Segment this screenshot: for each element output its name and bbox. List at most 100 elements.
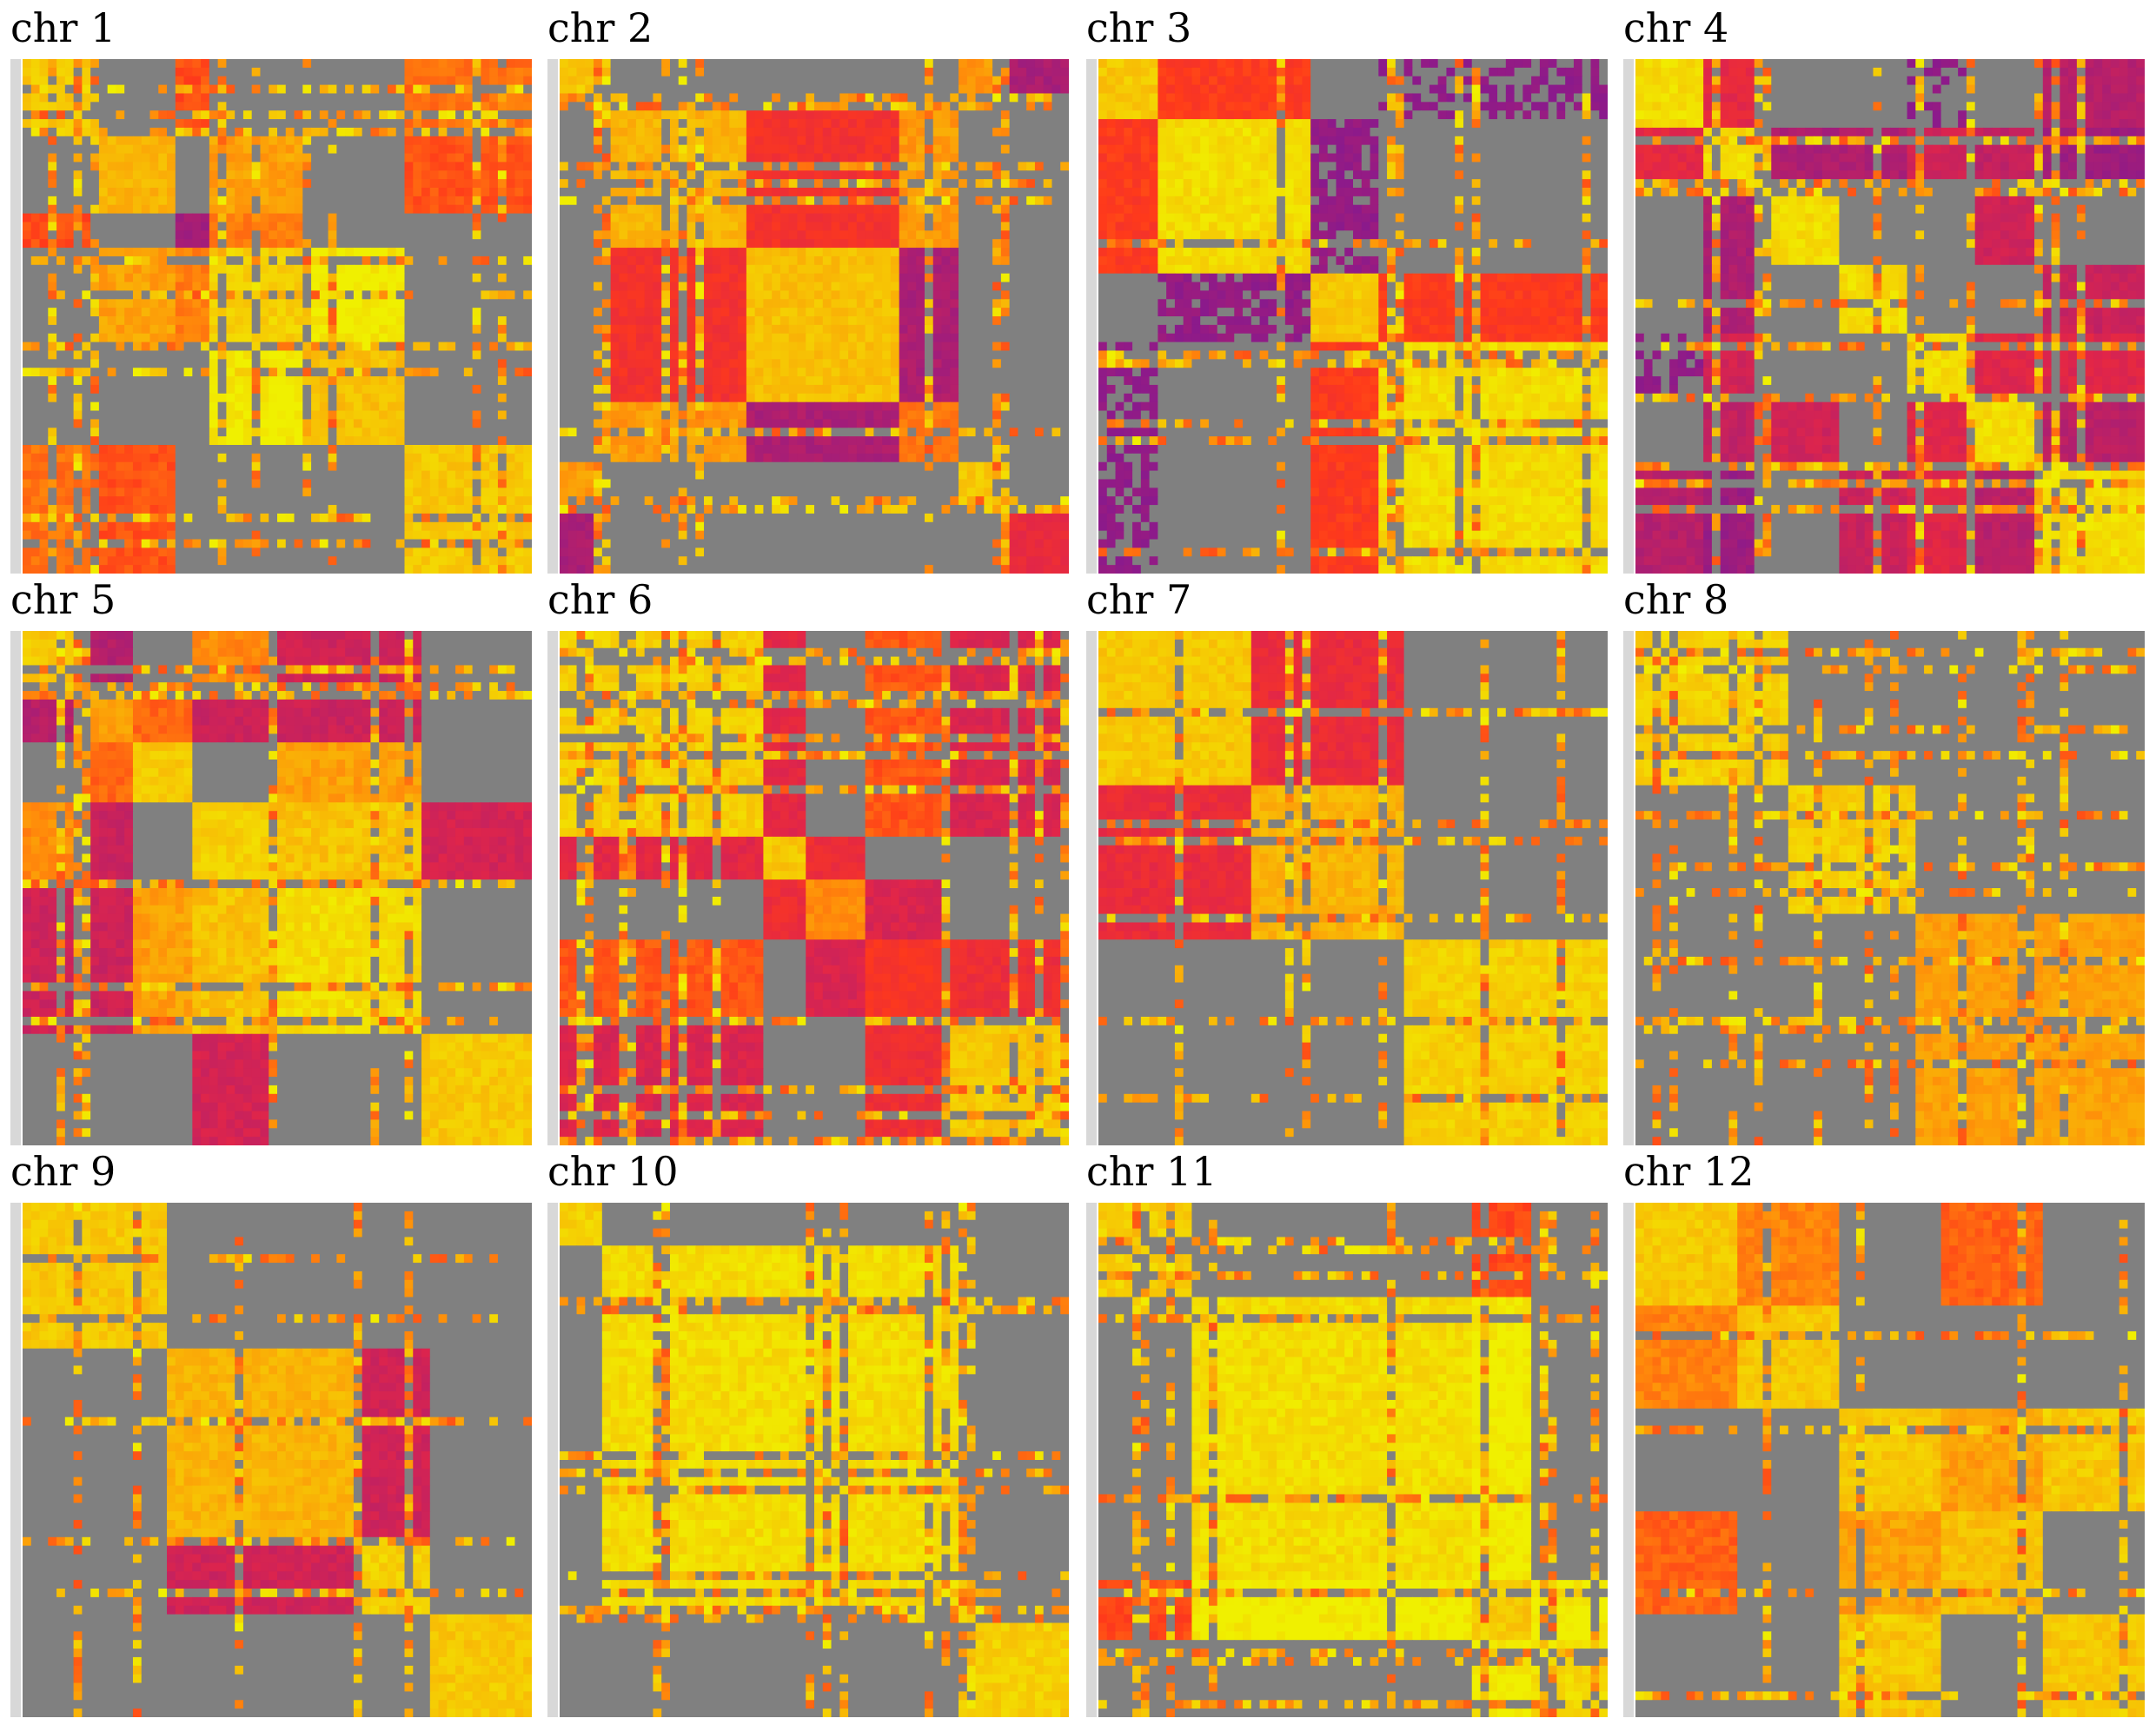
heatmap-cell	[523, 461, 532, 472]
heatmap-cell	[941, 248, 951, 257]
heatmap-cell	[277, 419, 287, 428]
heatmap-cell	[64, 333, 75, 343]
heatmap-cell	[472, 521, 481, 532]
heatmap-cell	[797, 230, 806, 240]
heatmap-cell	[1000, 204, 1011, 215]
heatmap-cell	[992, 230, 1002, 240]
heatmap-cell	[73, 470, 83, 481]
heatmap-cell	[814, 230, 824, 240]
heatmap-cell	[481, 428, 490, 437]
heatmap-cell	[48, 521, 57, 532]
heatmap-cell	[192, 436, 202, 446]
heatmap-cell	[610, 136, 620, 146]
heatmap-cell	[73, 179, 83, 189]
heatmap-cell	[984, 93, 993, 103]
heatmap-cell	[481, 222, 490, 231]
heatmap-cell	[217, 556, 227, 566]
heatmap-cell	[192, 273, 202, 283]
heatmap-cell	[345, 436, 355, 446]
heatmap-cell	[132, 213, 143, 223]
heatmap-cell	[149, 170, 159, 180]
heatmap-cell	[447, 401, 456, 412]
heatmap-cell	[447, 102, 456, 111]
heatmap-cell	[865, 110, 874, 120]
heatmap-cell	[455, 239, 465, 249]
heatmap-cell	[1034, 127, 1045, 137]
heatmap-cell	[472, 530, 481, 541]
heatmap-cell	[167, 436, 176, 446]
heatmap-cell	[1026, 153, 1036, 163]
heatmap-cell	[73, 521, 83, 532]
heatmap-cell	[772, 136, 781, 146]
heatmap-cell	[497, 144, 507, 155]
heatmap-cell	[395, 410, 406, 420]
heatmap-cell	[814, 119, 824, 129]
heatmap-cell	[746, 67, 756, 77]
heatmap-cell	[269, 170, 278, 180]
heatmap-cell	[319, 556, 329, 566]
heatmap-cell	[277, 93, 287, 103]
heatmap-cell	[601, 119, 612, 129]
heatmap-cell	[302, 565, 312, 574]
heatmap-cell	[447, 376, 456, 386]
heatmap-cell	[73, 428, 83, 437]
heatmap-cell	[447, 393, 456, 403]
heatmap-cell	[209, 222, 219, 231]
heatmap-cell	[447, 299, 456, 309]
heatmap-cell	[704, 196, 713, 206]
heatmap-cell	[497, 556, 507, 566]
heatmap-cell	[132, 93, 143, 103]
heatmap-cell	[438, 264, 448, 275]
heatmap-cell	[421, 239, 431, 249]
heatmap-cell	[124, 401, 134, 412]
heatmap-cell	[141, 196, 151, 206]
heatmap-cell	[669, 144, 680, 155]
heatmap-cell	[269, 505, 278, 514]
heatmap-cell	[678, 204, 688, 215]
heatmap-cell	[242, 153, 253, 163]
heatmap-cell	[387, 479, 397, 488]
heatmap-cell	[82, 119, 91, 129]
heatmap-cell	[116, 556, 125, 566]
heatmap-cell	[489, 401, 499, 412]
heatmap-cell	[132, 119, 143, 129]
heatmap-cell	[285, 539, 295, 548]
heatmap-cell	[192, 376, 202, 386]
heatmap-cell	[463, 496, 474, 506]
heatmap-cell	[336, 436, 346, 446]
heatmap-cell	[387, 282, 397, 291]
heatmap-cell	[98, 290, 109, 300]
heatmap-cell	[746, 239, 756, 249]
heatmap-cell	[523, 496, 532, 506]
heatmap-cell	[345, 162, 355, 171]
heatmap-cell	[294, 530, 303, 541]
heatmap-cell	[506, 213, 516, 223]
heatmap-cell	[429, 445, 440, 454]
heatmap-cell	[463, 513, 474, 523]
heatmap-cell	[175, 368, 185, 377]
heatmap-cell	[788, 144, 799, 155]
heatmap-cell	[285, 547, 295, 557]
heatmap-cell	[481, 461, 490, 472]
heatmap-cell	[285, 230, 295, 240]
heatmap-cell	[481, 248, 490, 257]
heatmap-cell	[387, 213, 397, 223]
heatmap-cell	[201, 127, 210, 137]
heatmap-cell	[158, 342, 168, 352]
heatmap-cell	[429, 461, 440, 472]
heatmap-cell	[754, 179, 764, 189]
heatmap-cell	[379, 230, 388, 240]
heatmap-cell	[30, 264, 41, 275]
heatmap-cell	[242, 513, 253, 523]
heatmap-cell	[226, 401, 236, 412]
heatmap-cell	[873, 127, 883, 137]
heatmap-cell	[506, 436, 516, 446]
heatmap-cell	[848, 179, 858, 189]
heatmap-cell	[336, 239, 346, 249]
heatmap-cell	[610, 170, 620, 180]
heatmap-cell	[175, 496, 185, 506]
heatmap-cell	[39, 539, 49, 548]
heatmap-cell	[661, 93, 671, 103]
heatmap-cell	[653, 239, 662, 249]
heatmap-cell	[209, 282, 219, 291]
